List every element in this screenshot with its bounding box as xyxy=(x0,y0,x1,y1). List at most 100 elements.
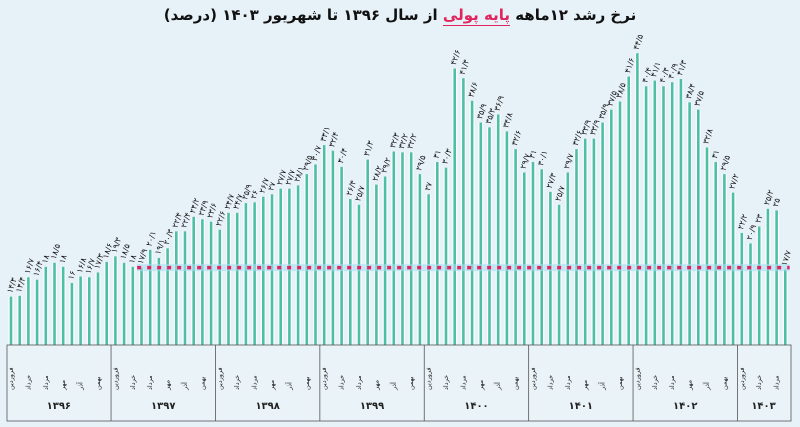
bar xyxy=(392,151,396,345)
bar xyxy=(131,266,135,345)
month-tick-label: خرداد xyxy=(546,375,554,390)
data-label: ۳۲/۸ xyxy=(701,127,715,145)
data-label: ۲۷/۲ xyxy=(727,173,740,191)
value-labels-group: ۱۴/۳۱۴/۴۱۶/۷۱۶/۴۱۸۱۸/۵۱۸۱۶۱۶/۸۱۶/۷۱۷/۳۱۸… xyxy=(5,33,793,294)
month-tick-label: بهمن xyxy=(198,376,206,390)
data-label: ۱۷/۹ xyxy=(136,248,149,266)
data-label: ۴۴/۵ xyxy=(632,33,645,51)
bar xyxy=(757,226,761,345)
data-label: ۱۸ xyxy=(58,253,69,265)
bar xyxy=(592,138,596,345)
bar xyxy=(575,149,578,345)
bar xyxy=(514,149,517,345)
bar xyxy=(235,212,239,345)
bar xyxy=(114,256,117,345)
bar xyxy=(705,147,709,345)
month-tick-label: خرداد xyxy=(129,375,137,390)
month-tick-label: خرداد xyxy=(233,375,241,390)
month-tick-label: آذر xyxy=(284,381,293,391)
title-highlight: پایه پولی xyxy=(442,6,510,26)
bar xyxy=(610,109,613,345)
month-tick-label: آذر xyxy=(702,381,711,391)
bar xyxy=(688,102,691,345)
month-tick-label: آذر xyxy=(389,381,398,391)
bar xyxy=(496,114,500,345)
bar xyxy=(201,219,204,345)
data-label: ۱۷/۷ xyxy=(780,249,794,267)
data-label: ۲۷ xyxy=(266,180,277,192)
data-label: ۳۸/۶ xyxy=(466,81,479,99)
data-label: ۱۸ xyxy=(40,253,51,265)
bar xyxy=(557,204,561,345)
month-tick-label: مهر xyxy=(268,380,276,391)
month-tick-label: مرداد xyxy=(42,375,50,390)
bar xyxy=(488,127,491,345)
bar xyxy=(653,80,657,345)
title-part2: از سال ۱۳۹۶ تا شهریور ۱۴۰۳ (درصد) xyxy=(163,6,438,24)
data-label: ۳۱ xyxy=(527,149,538,160)
month-tick-label: خرداد xyxy=(651,375,659,390)
bar xyxy=(166,248,169,345)
bar xyxy=(670,82,674,345)
bar xyxy=(9,296,13,345)
bar xyxy=(53,262,56,345)
bar xyxy=(723,174,726,345)
data-label: ۱۴/۴ xyxy=(14,276,27,294)
bar xyxy=(627,76,630,345)
data-label: ۳۰/۷ xyxy=(310,144,324,162)
bar xyxy=(27,277,30,345)
axis-frame xyxy=(6,344,792,422)
bar xyxy=(244,203,248,345)
bar xyxy=(314,164,317,345)
chart-title: نرخ رشد ۱۲ماهه پایه پولی از سال ۱۳۹۶ تا … xyxy=(0,6,800,26)
bar xyxy=(444,167,448,345)
year-label: ۱۳۹۶ xyxy=(47,401,71,412)
bar xyxy=(679,79,683,345)
bar xyxy=(322,145,326,345)
bar xyxy=(105,261,108,345)
data-label: ۲۹/۵ xyxy=(414,154,427,172)
bar xyxy=(636,53,639,346)
year-label: ۱۴۰۰ xyxy=(464,401,488,412)
bar xyxy=(349,199,352,345)
bar xyxy=(470,100,474,345)
data-label: ۳۱/۳ xyxy=(362,139,376,157)
month-tick-label: مرداد xyxy=(355,375,363,390)
bar xyxy=(436,162,439,345)
month-tick-label: فروردین xyxy=(320,367,328,390)
bar xyxy=(70,282,74,345)
year-label: ۱۴۰۲ xyxy=(673,401,697,412)
bar xyxy=(401,152,404,345)
bar xyxy=(618,101,622,345)
data-label: ۳۸/۵ xyxy=(614,82,627,100)
month-tick-label: مهر xyxy=(477,380,485,391)
bar xyxy=(157,257,161,345)
bar xyxy=(505,131,509,345)
data-label: ۲۷/۳ xyxy=(545,171,559,189)
bar xyxy=(662,86,665,345)
bar xyxy=(96,272,100,345)
month-tick-label: مهر xyxy=(686,380,694,391)
month-tick-label: فروردین xyxy=(529,367,537,390)
month-tick-label: آذر xyxy=(493,381,502,391)
bar xyxy=(192,216,195,345)
data-label: ۴۱/۶ xyxy=(623,57,636,75)
data-label: ۴۱/۳ xyxy=(675,58,689,76)
month-tick-label: فروردین xyxy=(216,367,224,390)
bar xyxy=(18,295,21,345)
month-tick-label: مهر xyxy=(372,380,380,391)
bar xyxy=(601,122,604,345)
bar xyxy=(122,262,126,345)
year-label: ۱۴۰۳ xyxy=(751,401,775,412)
bars-group xyxy=(8,53,788,346)
month-tick-label: خرداد xyxy=(755,375,763,390)
data-label: ۲۰/۹ xyxy=(745,223,758,241)
month-tick-label: خرداد xyxy=(24,375,32,390)
bar xyxy=(366,159,369,345)
bar xyxy=(697,109,700,345)
bar xyxy=(740,232,744,345)
month-tick-label: فروردین xyxy=(633,367,641,390)
x-axis: فروردین خرداد مرداد مهر آذر بهمن ۱۳۹۶ فروردین خر… xyxy=(6,344,792,422)
month-tick-label: مرداد xyxy=(459,375,467,390)
